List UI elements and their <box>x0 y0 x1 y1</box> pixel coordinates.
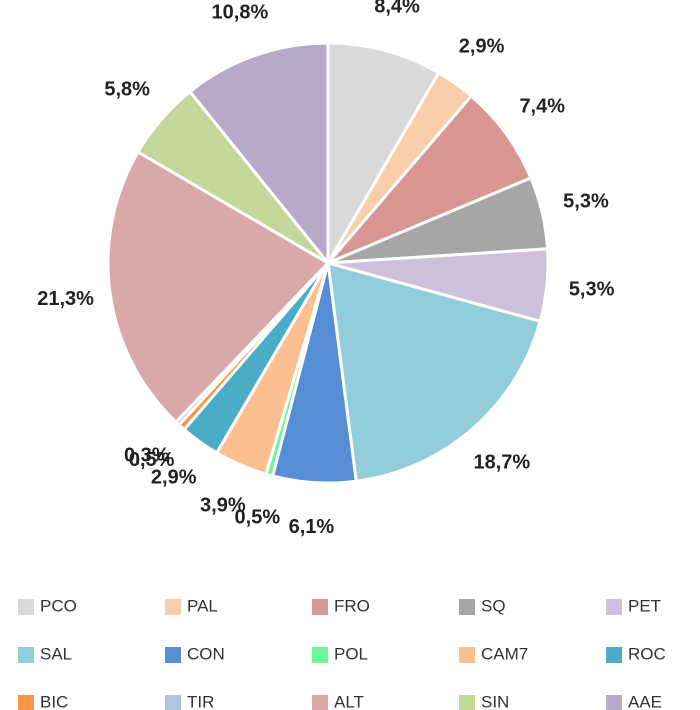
pie-slice <box>187 41 330 268</box>
legend-swatch <box>459 647 475 663</box>
pie-slice <box>106 149 331 425</box>
legend-label: PAL <box>187 596 218 615</box>
legend-swatch <box>165 599 181 615</box>
data-label: 5,8% <box>104 78 150 100</box>
data-label: 7,4% <box>519 95 565 117</box>
legend-swatch <box>606 695 622 710</box>
legend-label: BIC <box>40 692 68 710</box>
legend-label: SAL <box>40 644 72 663</box>
legend-label: CON <box>187 644 225 663</box>
data-label: 3,9% <box>200 495 246 517</box>
legend-swatch <box>312 599 328 615</box>
legend-swatch <box>312 695 328 710</box>
legend-label: PCO <box>40 596 77 615</box>
pie-slice <box>326 260 542 483</box>
data-label: 6,1% <box>289 516 335 538</box>
data-label: 18,7% <box>473 451 530 473</box>
legend-label: ROC <box>628 644 666 663</box>
legend-swatch <box>165 647 181 663</box>
legend-label: CAM7 <box>481 644 528 663</box>
legend-label: FRO <box>334 596 370 615</box>
data-label: 5,3% <box>563 191 609 213</box>
data-label: 2,9% <box>459 35 505 57</box>
legend-swatch <box>18 647 34 663</box>
legend-swatch <box>459 599 475 615</box>
data-label: 0,5% <box>129 449 175 471</box>
legend-label: SIN <box>481 692 509 710</box>
legend-swatch <box>606 599 622 615</box>
legend-swatch <box>18 599 34 615</box>
legend-swatch <box>165 695 181 710</box>
data-label: 2,9% <box>151 467 197 489</box>
data-label: 5,3% <box>569 278 615 300</box>
legend-label: ALT <box>334 692 364 710</box>
legend-label: AAE <box>628 692 662 710</box>
data-label: 8,4% <box>374 0 420 17</box>
legend-swatch <box>606 647 622 663</box>
legend-swatch <box>312 647 328 663</box>
pie-slice <box>326 93 533 265</box>
data-label: 10,8% <box>212 1 269 23</box>
data-label: 21,3% <box>37 288 94 310</box>
legend-swatch <box>18 695 34 710</box>
legend-label: TIR <box>187 692 214 710</box>
pie-slice <box>326 41 441 269</box>
legend-label: POL <box>334 644 368 663</box>
data-label: 0,3% <box>124 445 170 467</box>
legend-label: PET <box>628 596 661 615</box>
legend-swatch <box>459 695 475 710</box>
legend-label: SQ <box>481 596 506 615</box>
data-label: 0,5% <box>235 507 281 529</box>
